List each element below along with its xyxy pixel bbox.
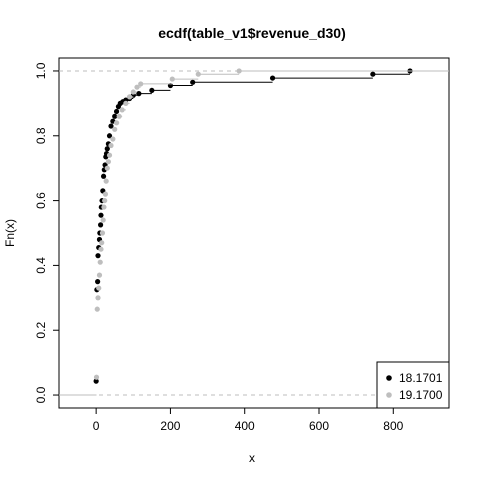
data-point [99,230,106,236]
data-point [113,120,120,126]
data-point [123,100,129,106]
data-point [134,84,140,90]
x-tick-label: 600 [309,419,329,433]
series-step-line [59,70,449,396]
data-point [97,259,103,265]
data-point [104,146,110,152]
x-tick-label: 800 [383,419,403,433]
data-point [112,113,118,119]
data-point [130,89,136,95]
data-point [94,306,100,312]
data-point [149,87,155,94]
data-point [136,91,142,97]
data-point [195,71,201,77]
data-point [103,178,109,184]
data-point [104,165,110,171]
data-point [370,71,376,77]
x-tick-label: 200 [160,419,180,433]
data-point [98,212,104,218]
chart-title: ecdf(table_v1$revenue_d30) [158,25,346,41]
y-tick-label: 0.6 [34,192,48,209]
y-axis-label: Fn(x) [3,219,17,247]
data-point [110,136,116,142]
series-2 [59,68,449,396]
data-point [100,217,106,223]
data-point [108,142,114,149]
data-point [112,126,118,132]
legend-label: 18.1701 [399,371,443,385]
data-point [102,191,109,197]
data-point [101,204,107,210]
data-point [106,152,113,158]
y-tick-label: 1.0 [34,62,48,79]
y-tick-label: 0.8 [34,127,48,144]
data-point [138,81,144,87]
data-point [100,173,107,179]
data-point [169,76,175,82]
data-point [106,133,113,139]
data-point [99,240,105,246]
data-point [96,285,102,291]
legend-marker [386,375,392,381]
data-point [93,378,99,384]
data-point [236,68,242,74]
plot-frame [58,57,450,409]
x-tick-label: 400 [235,419,255,433]
data-point [113,108,120,115]
data-point [96,272,103,278]
data-point [102,197,108,204]
data-point [119,107,125,113]
data-point [269,75,276,81]
data-point [95,279,101,285]
y-tick-label: 0.2 [34,322,48,339]
data-point [95,253,101,259]
legend-marker [386,392,392,398]
data-point [108,123,114,129]
data-point [95,295,101,301]
legend-box [376,361,450,409]
data-point [126,94,133,100]
data-point [190,79,196,85]
legend: 18.1701 19.1700 [376,361,450,409]
plot-area: 0 200 400 600 800 0.0 0.2 0.4 0.6 0.8 1.0 [34,57,450,433]
data-point [116,113,122,119]
data-point [98,222,104,228]
series-1 [59,68,449,396]
data-point [105,159,111,165]
legend-label: 19.1700 [399,388,443,402]
y-tick-label: 0.0 [34,386,48,403]
data-point [98,246,104,252]
data-point [93,374,100,380]
x-tick-label: 0 [93,419,100,433]
x-axis-label: x [249,451,255,465]
series-step-line [59,70,449,396]
y-tick-label: 0.4 [34,257,48,274]
